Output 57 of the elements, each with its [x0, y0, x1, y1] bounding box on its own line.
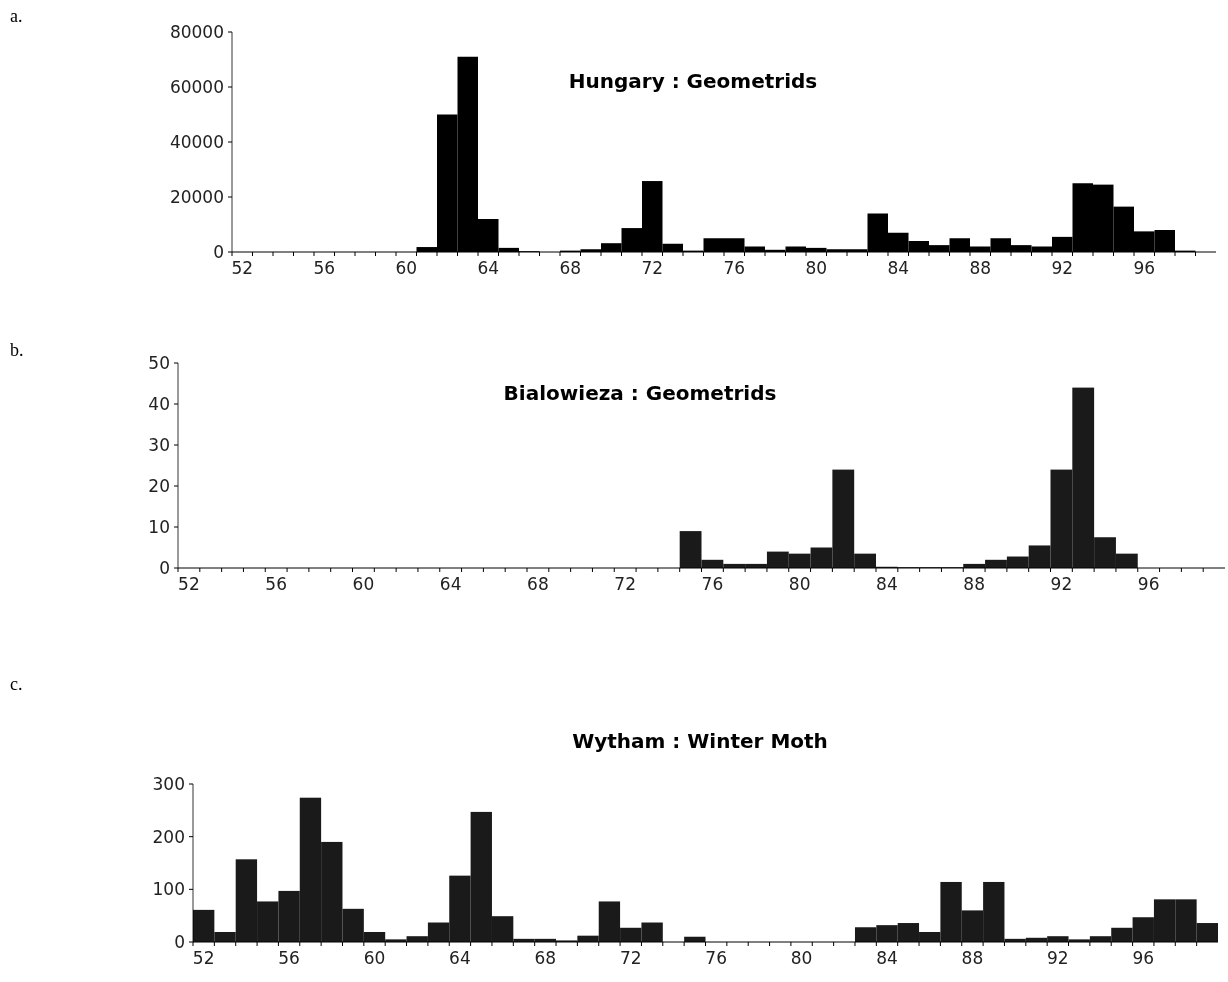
x-tick-label: 84: [887, 258, 910, 278]
x-tick-label: 88: [963, 574, 985, 594]
text: a.: [10, 6, 23, 26]
y-tick-label: 60000: [169, 76, 224, 97]
y-tick-label: 40: [148, 393, 170, 414]
x-tick-label: 68: [534, 948, 557, 968]
x-tick-label: 64: [439, 574, 462, 594]
x-tick-label: 96: [1137, 574, 1160, 594]
y-tick-label: 40000: [169, 131, 224, 152]
x-tick-label: 68: [559, 258, 582, 278]
x-tick-label: 64: [449, 948, 471, 968]
x-tick-label: 60: [395, 258, 418, 278]
x-tick-label: 68: [527, 574, 549, 594]
x-tick-label: 52: [178, 574, 200, 594]
x-tick-label: 72: [614, 574, 636, 594]
x-tick-label: 56: [313, 258, 336, 278]
y-tick-label: 20: [148, 475, 170, 496]
x-tick-label: 56: [278, 948, 300, 968]
x-tick-label: 60: [352, 574, 375, 594]
x-tick-label: 60: [363, 948, 386, 968]
x-tick-label: 76: [705, 948, 727, 968]
x-tick-label: 80: [805, 258, 828, 278]
x-tick-label: 84: [876, 948, 898, 968]
y-tick-label: 10: [148, 516, 170, 537]
x-tick-label: 64: [477, 258, 500, 278]
x-tick-label: 88: [961, 948, 984, 968]
y-tick-label: 80000: [169, 21, 224, 42]
x-tick-label: 96: [1133, 258, 1156, 278]
x-tick-label: 88: [969, 258, 992, 278]
x-tick-label: 72: [619, 948, 642, 968]
x-tick-label: 92: [1050, 574, 1073, 594]
y-tick-label: 20000: [169, 186, 224, 207]
x-tick-label: 52: [192, 948, 215, 968]
x-tick-label: 92: [1051, 258, 1074, 278]
text: c.: [10, 674, 23, 694]
x-tick-label: 84: [876, 574, 898, 594]
text: Hungary : Geometrids: [568, 69, 818, 93]
y-tick-label: 30: [148, 434, 170, 455]
x-tick-label: 92: [1047, 948, 1069, 968]
text: b.: [10, 340, 24, 360]
chart-title: Wytham : Winter Moth: [572, 729, 828, 753]
y-tick-label: 300: [152, 773, 185, 794]
x-tick-label: 80: [790, 948, 813, 968]
y-tick-label: 50: [148, 352, 170, 373]
x-tick-label: 76: [701, 574, 724, 594]
y-tick-label: 0: [174, 931, 185, 952]
x-tick-label: 76: [723, 258, 746, 278]
x-tick-label: 80: [788, 574, 811, 594]
x-tick-label: 52: [231, 258, 254, 278]
x-tick-label: 96: [1132, 948, 1155, 968]
y-tick-label: 100: [152, 879, 185, 900]
x-tick-label: 72: [641, 258, 664, 278]
y-tick-label: 0: [159, 557, 170, 578]
text: Bialowieza : Geometrids: [503, 381, 777, 405]
x-tick-label: 56: [265, 574, 287, 594]
y-tick-label: 0: [213, 241, 224, 262]
y-tick-label: 200: [152, 826, 185, 847]
